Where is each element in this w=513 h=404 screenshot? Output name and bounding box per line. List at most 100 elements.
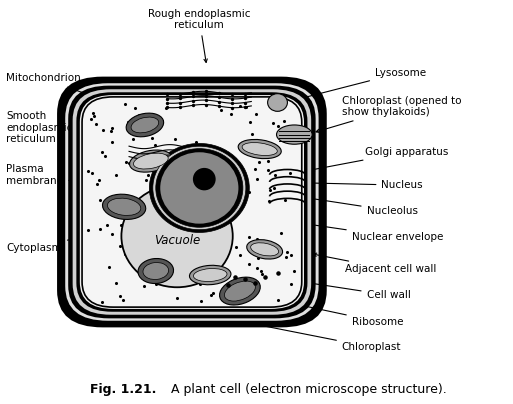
Point	[175, 272, 184, 279]
FancyBboxPatch shape	[57, 77, 327, 327]
Point	[144, 153, 152, 159]
Point	[170, 136, 179, 143]
Point	[201, 200, 209, 207]
Point	[112, 172, 120, 179]
Point	[135, 112, 143, 118]
Point	[271, 172, 279, 178]
Ellipse shape	[107, 198, 141, 215]
Point	[112, 280, 121, 286]
Point	[202, 88, 210, 95]
Point	[282, 254, 290, 261]
Text: Cell wall: Cell wall	[303, 281, 410, 300]
Point	[152, 281, 161, 288]
Point	[176, 91, 184, 97]
Text: Ribosome: Ribosome	[269, 297, 403, 326]
Text: Vacuole: Vacuole	[154, 234, 200, 246]
Point	[252, 236, 261, 242]
Ellipse shape	[193, 269, 227, 282]
Point	[189, 89, 197, 95]
Point	[157, 118, 166, 124]
Point	[236, 199, 245, 206]
Point	[252, 175, 261, 182]
Point	[254, 255, 262, 261]
Point	[202, 101, 210, 108]
Point	[99, 127, 107, 134]
Point	[122, 159, 130, 166]
Point	[189, 93, 197, 100]
Point	[202, 93, 210, 99]
Point	[241, 95, 249, 101]
Point	[189, 98, 197, 104]
Point	[115, 242, 124, 249]
Point	[253, 265, 261, 271]
Text: Adjacent cell wall: Adjacent cell wall	[313, 253, 437, 274]
Point	[140, 283, 148, 290]
Point	[242, 104, 250, 111]
Point	[142, 177, 150, 184]
Point	[222, 166, 230, 173]
Point	[210, 163, 219, 169]
Point	[258, 271, 266, 277]
Point	[228, 100, 236, 107]
Point	[121, 251, 129, 257]
Point	[129, 136, 137, 142]
Point	[105, 264, 113, 271]
Ellipse shape	[268, 94, 287, 112]
Point	[87, 116, 95, 122]
Point	[277, 229, 285, 236]
Point	[287, 252, 295, 258]
Point	[173, 252, 182, 259]
Point	[252, 110, 260, 117]
Point	[211, 225, 220, 232]
Ellipse shape	[149, 143, 249, 232]
Ellipse shape	[103, 194, 146, 219]
Point	[127, 201, 135, 207]
Point	[98, 299, 107, 305]
Point	[241, 276, 249, 282]
Point	[208, 231, 216, 238]
Point	[215, 103, 223, 109]
Text: Nucleus: Nucleus	[303, 180, 423, 190]
Point	[182, 172, 190, 179]
Point	[261, 274, 269, 281]
Point	[241, 104, 249, 110]
Point	[163, 95, 171, 102]
Text: Mitochondrion: Mitochondrion	[6, 74, 139, 114]
Point	[230, 168, 239, 175]
Text: Golgi apparatus: Golgi apparatus	[311, 147, 448, 171]
Point	[172, 150, 181, 156]
Point	[209, 290, 218, 296]
Ellipse shape	[160, 152, 239, 224]
FancyBboxPatch shape	[65, 83, 319, 321]
Point	[283, 249, 291, 255]
Point	[257, 267, 265, 274]
Point	[196, 280, 204, 287]
Ellipse shape	[130, 150, 172, 172]
Point	[231, 274, 239, 281]
Point	[149, 272, 157, 278]
FancyBboxPatch shape	[68, 86, 315, 318]
Ellipse shape	[143, 263, 169, 280]
Point	[84, 168, 92, 175]
Ellipse shape	[126, 113, 164, 137]
Point	[172, 295, 181, 302]
Point	[84, 227, 92, 234]
Point	[159, 158, 167, 164]
Point	[148, 246, 156, 253]
Point	[273, 270, 282, 277]
Point	[160, 191, 168, 198]
Point	[122, 251, 130, 257]
Point	[216, 266, 224, 272]
Point	[228, 91, 236, 98]
Point	[215, 90, 223, 96]
Point	[251, 166, 260, 172]
Point	[245, 261, 253, 267]
Text: Fig. 1.21.: Fig. 1.21.	[90, 383, 157, 396]
Point	[149, 115, 157, 121]
Point	[192, 138, 200, 145]
Point	[187, 154, 195, 160]
Point	[169, 213, 177, 220]
Point	[224, 282, 232, 289]
Point	[106, 195, 114, 202]
Point	[92, 180, 101, 187]
